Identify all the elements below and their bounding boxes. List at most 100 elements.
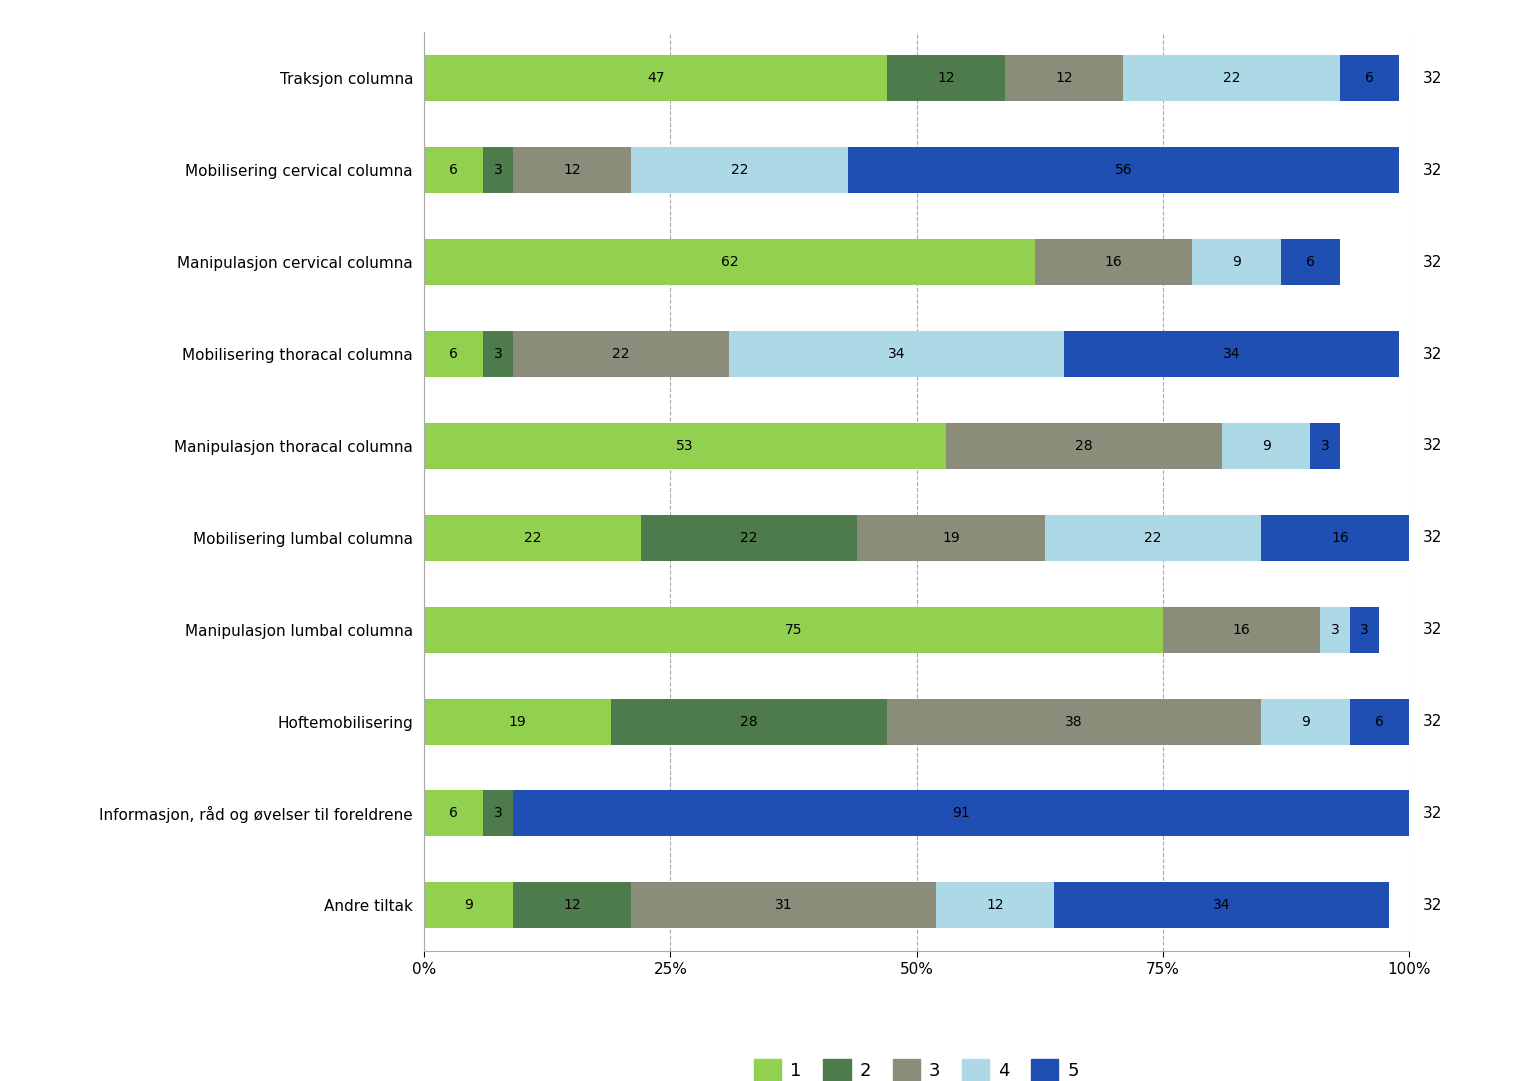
Text: 3: 3 [494,163,503,177]
Text: 32: 32 [1423,715,1442,729]
Text: 12: 12 [564,898,580,912]
Text: 32: 32 [1423,255,1442,269]
Text: 34: 34 [1223,347,1241,361]
Text: 16: 16 [1332,531,1348,545]
Text: 38: 38 [1065,715,1083,729]
Bar [424,698,612,745]
Text: 3: 3 [1330,623,1339,637]
Text: 6: 6 [1365,71,1374,85]
Bar [514,882,632,929]
Text: 22: 22 [730,163,748,177]
Bar [424,423,945,469]
Bar [945,423,1223,469]
Bar [1123,55,1339,102]
Bar [424,606,1164,653]
Bar [483,147,512,193]
Bar [514,331,730,377]
Text: 28: 28 [1076,439,1092,453]
Text: 6: 6 [1306,255,1315,269]
Bar [514,790,1409,837]
Text: 32: 32 [1423,439,1442,453]
Text: 32: 32 [1423,163,1442,177]
Text: 19: 19 [509,715,527,729]
Bar [1035,239,1192,285]
Text: 32: 32 [1423,531,1442,545]
Bar [1064,331,1400,377]
Text: 6: 6 [1376,715,1383,729]
Text: 12: 12 [938,71,954,85]
Text: 32: 32 [1423,898,1442,912]
Bar [1045,515,1262,561]
Text: 9: 9 [1301,715,1310,729]
Bar [1262,698,1350,745]
Text: 6: 6 [450,163,458,177]
Bar [1310,423,1339,469]
Bar [1350,606,1379,653]
Text: 16: 16 [1233,623,1250,637]
Bar [1006,55,1124,102]
Bar [483,790,512,837]
Text: 12: 12 [1056,71,1073,85]
Text: 32: 32 [1423,623,1442,637]
Bar [483,331,512,377]
Bar [1339,55,1400,102]
Text: 31: 31 [774,898,792,912]
Text: 16: 16 [1104,255,1123,269]
Text: 9: 9 [464,898,473,912]
Bar [730,331,1065,377]
Text: 3: 3 [494,806,503,820]
Bar [888,698,1260,745]
Text: 62: 62 [721,255,738,269]
Text: 22: 22 [1223,71,1241,85]
Text: 3: 3 [1321,439,1330,453]
Text: 56: 56 [1115,163,1132,177]
Legend: 1, 2, 3, 4, 5: 1, 2, 3, 4, 5 [747,1052,1086,1081]
Bar [632,147,848,193]
Bar [888,55,1006,102]
Bar [1192,239,1282,285]
Bar [1054,882,1389,929]
Text: 6: 6 [450,806,458,820]
Bar [424,515,641,561]
Text: 32: 32 [1423,71,1442,85]
Bar [857,515,1045,561]
Bar [424,790,483,837]
Bar [514,147,632,193]
Text: 34: 34 [1214,898,1230,912]
Text: 34: 34 [888,347,906,361]
Text: 22: 22 [1144,531,1162,545]
Text: 53: 53 [676,439,694,453]
Text: 9: 9 [1232,255,1241,269]
Text: 75: 75 [785,623,803,637]
Text: 22: 22 [524,531,541,545]
Text: 9: 9 [1262,439,1271,453]
Bar [424,882,514,929]
Bar [1164,606,1321,653]
Bar [424,147,483,193]
Bar [632,882,936,929]
Text: 47: 47 [647,71,665,85]
Bar [1321,606,1350,653]
Text: 6: 6 [450,347,458,361]
Text: 32: 32 [1423,806,1442,820]
Bar [424,331,483,377]
Text: 12: 12 [986,898,1004,912]
Text: 3: 3 [1360,623,1370,637]
Text: 22: 22 [612,347,630,361]
Bar [936,882,1054,929]
Bar [1280,239,1339,285]
Bar [1223,423,1310,469]
Text: 19: 19 [942,531,961,545]
Bar [612,698,888,745]
Text: 22: 22 [741,531,758,545]
Text: 3: 3 [494,347,503,361]
Text: 91: 91 [951,806,970,820]
Bar [641,515,857,561]
Bar [424,239,1035,285]
Bar [1262,515,1420,561]
Bar [1350,698,1409,745]
Bar [848,147,1400,193]
Bar [424,55,888,102]
Text: 28: 28 [741,715,758,729]
Text: 12: 12 [564,163,580,177]
